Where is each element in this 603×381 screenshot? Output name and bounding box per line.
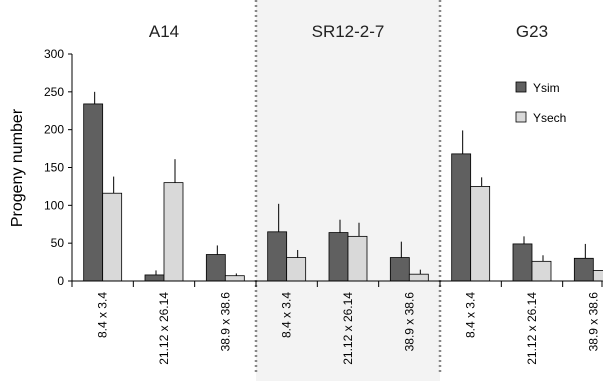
bar-ysech-6 <box>470 186 491 282</box>
y-tick-label-200: 200 <box>44 123 64 137</box>
group-dividers <box>254 0 442 372</box>
bar-ysim-6 <box>451 153 472 282</box>
axes-layer <box>68 53 603 287</box>
category-label-7: 21.12 x 26.14 <box>525 292 539 365</box>
y-tick-label-150: 150 <box>44 161 64 175</box>
bar-ysim-7 <box>512 243 533 282</box>
bar-ysim-2 <box>205 254 226 282</box>
y-tick-label-0: 0 <box>57 274 64 288</box>
y-axis-label: Progeny number <box>9 108 26 227</box>
category-label-2: 38.9 x 38.6 <box>218 292 232 352</box>
legend-label-ysim: Ysim <box>533 81 560 95</box>
bar-ysim-3 <box>267 231 288 282</box>
bar-ysech-1 <box>163 182 184 282</box>
labels-layer: A14 SR12-2-7 G23 0 50 100 150 200 250 300 8.4 x 3.… <box>44 22 600 365</box>
y-tick-label-300: 300 <box>44 47 64 61</box>
bar-ysech-2 <box>224 275 245 282</box>
bar-ysech-5 <box>408 273 429 282</box>
bar-ysech-3 <box>286 257 307 282</box>
bar-ysim-8 <box>573 257 594 282</box>
category-label-5: 38.9 x 38.6 <box>402 292 416 352</box>
legend: Ysim Ysech <box>515 81 566 125</box>
y-tick-label-50: 50 <box>51 236 65 250</box>
y-tick-label-250: 250 <box>44 85 64 99</box>
group-label-1: SR12-2-7 <box>312 22 385 41</box>
bar-ysech-4 <box>347 235 368 282</box>
category-label-6: 8.4 x 3.4 <box>464 292 478 338</box>
background-layer <box>256 0 440 381</box>
category-label-0: 8.4 x 3.4 <box>96 292 110 338</box>
bar-ysech-8 <box>592 270 603 282</box>
legend-swatch-ysech <box>515 111 527 123</box>
bar-ysech-0 <box>102 192 123 282</box>
group-shade-1 <box>256 0 440 381</box>
group-label-0: A14 <box>149 22 179 41</box>
bar-ysim-0 <box>83 103 104 282</box>
category-label-1: 21.12 x 26.14 <box>157 292 171 365</box>
bar-ysim-4 <box>328 232 349 282</box>
legend-swatch-ysim <box>515 81 527 93</box>
category-label-4: 21.12 x 26.14 <box>341 292 355 365</box>
y-tick-label-100: 100 <box>44 198 64 212</box>
bar-ysim-1 <box>144 274 165 282</box>
group-label-2: G23 <box>516 22 548 41</box>
bar-ysech-7 <box>531 260 552 282</box>
bars-layer <box>83 91 603 282</box>
legend-label-ysech: Ysech <box>533 111 566 125</box>
category-label-3: 8.4 x 3.4 <box>280 292 294 338</box>
bar-ysim-5 <box>389 257 410 282</box>
category-label-8: 38.9 x 38.6 <box>586 292 600 352</box>
